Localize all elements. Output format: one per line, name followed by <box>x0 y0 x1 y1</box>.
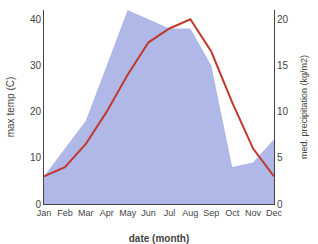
svg-text:Jul: Jul <box>164 208 176 218</box>
svg-text:20: 20 <box>277 14 289 25</box>
svg-text:Sep: Sep <box>203 208 219 218</box>
svg-text:med. precipitation (kg/m2): med. precipitation (kg/m2) <box>299 55 309 159</box>
svg-text:20: 20 <box>30 106 42 117</box>
svg-text:Oct: Oct <box>225 208 240 218</box>
svg-text:15: 15 <box>277 60 289 71</box>
svg-text:Apr: Apr <box>100 208 114 218</box>
svg-text:0: 0 <box>35 199 41 210</box>
svg-text:Nov: Nov <box>245 208 262 218</box>
svg-text:Jan: Jan <box>37 208 52 218</box>
svg-text:0: 0 <box>277 199 283 210</box>
svg-text:10: 10 <box>277 106 289 117</box>
svg-text:Jun: Jun <box>141 208 156 218</box>
svg-text:Mar: Mar <box>78 208 94 218</box>
svg-text:10: 10 <box>30 152 42 163</box>
svg-text:max temp (C): max temp (C) <box>5 77 16 138</box>
svg-text:May: May <box>119 208 137 218</box>
svg-text:Feb: Feb <box>57 208 73 218</box>
svg-text:date (month): date (month) <box>129 233 190 244</box>
svg-text:Aug: Aug <box>182 208 198 218</box>
svg-text:40: 40 <box>30 14 42 25</box>
svg-text:5: 5 <box>277 152 283 163</box>
svg-text:30: 30 <box>30 60 42 71</box>
svg-text:Dec: Dec <box>266 208 283 218</box>
